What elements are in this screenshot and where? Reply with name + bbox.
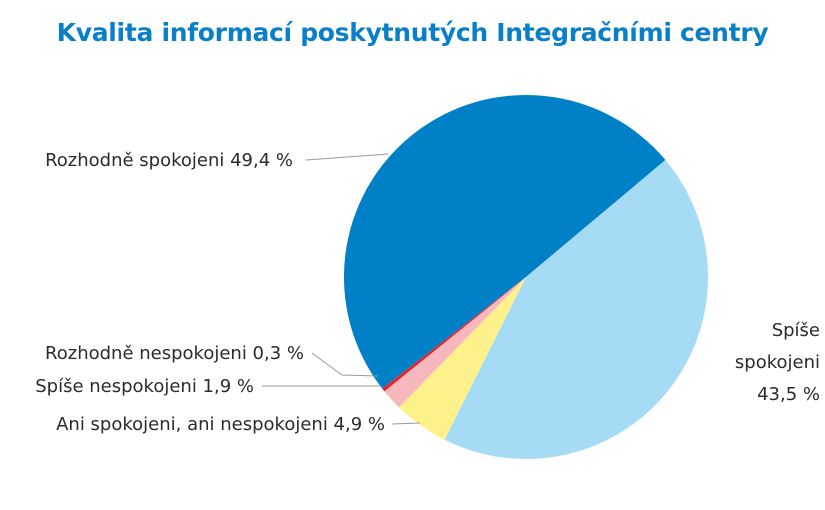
slice-label-3: Ani spokojeni, ani nespokojeni 4,9 % <box>56 414 385 435</box>
slice-label-2-line-2: spokojeni <box>735 352 820 373</box>
leader-line-3 <box>391 422 421 425</box>
leader-line-5 <box>311 352 379 377</box>
pie-slice-5 <box>382 277 526 392</box>
slice-label-5: Rozhodně nespokojeni 0,3 % <box>45 343 304 364</box>
slice-label-1: Rozhodně spokojeni 49,4 % <box>45 150 293 171</box>
pie-slice-1 <box>343 94 666 389</box>
leader-line-1 <box>305 153 389 161</box>
leader-lines <box>262 153 421 425</box>
pie-slice-4 <box>384 277 526 408</box>
pie-slices <box>343 94 709 460</box>
pie-slice-3 <box>399 277 526 440</box>
slice-label-2-line-1: Spíše <box>772 320 820 341</box>
pie-slice-2 <box>444 160 709 460</box>
slice-labels: Rozhodně spokojeni 49,4 % Spíše spokojeni 4… <box>35 150 820 435</box>
chart-title: Kvalita informací poskytnutých Integračn… <box>56 18 769 47</box>
slice-label-4: Spíše nespokojeni 1,9 % <box>35 376 254 397</box>
slice-label-2-line-3: 43,5 % <box>757 384 820 405</box>
